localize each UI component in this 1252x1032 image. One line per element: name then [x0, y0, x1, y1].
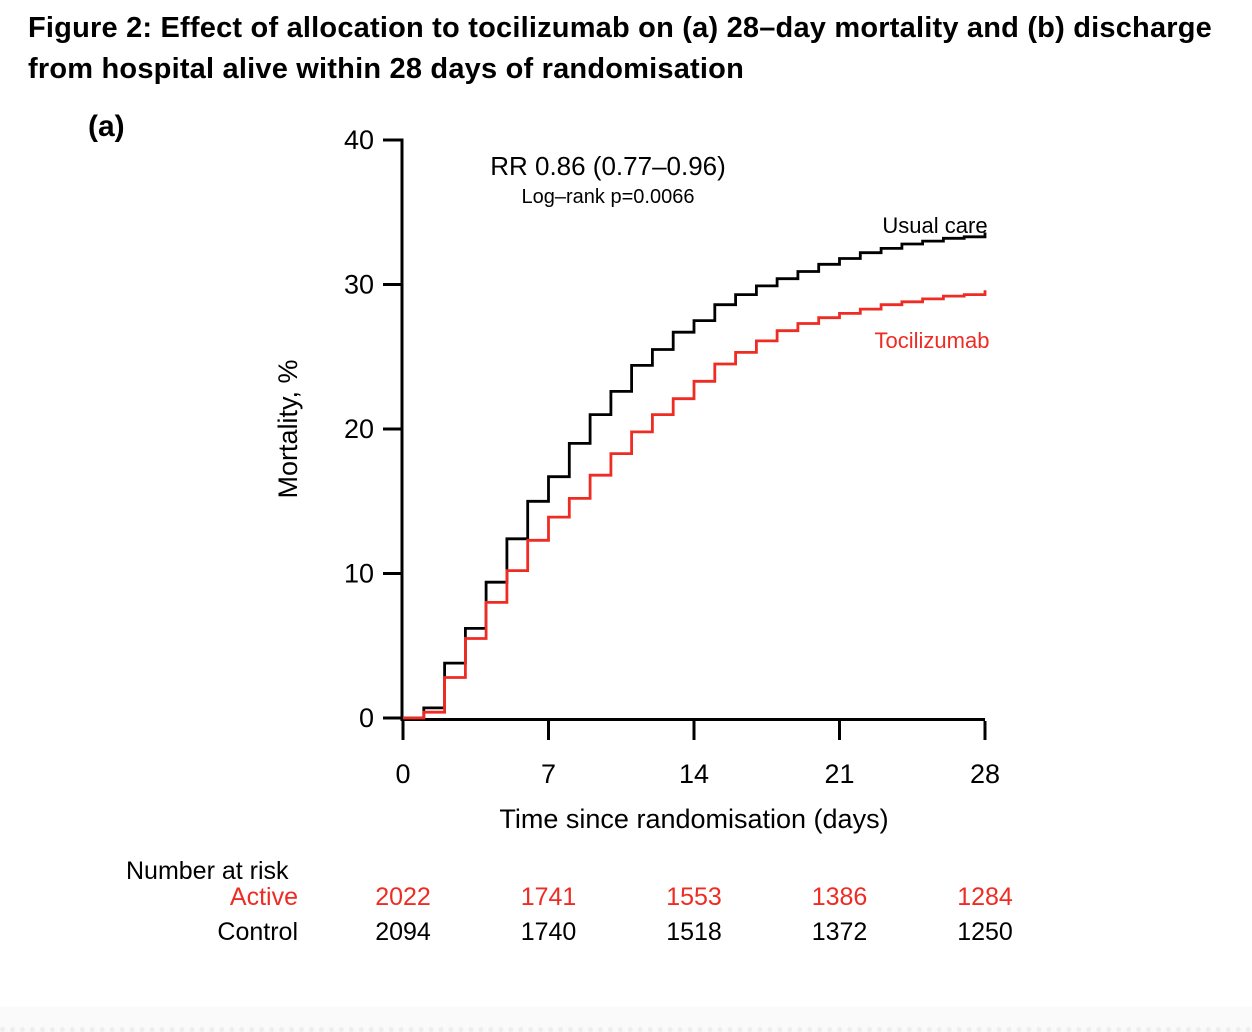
x-axis-tick-labels: 0 7 14 21 28	[395, 759, 1000, 789]
rate-ratio-annotation: RR 0.86 (0.77–0.96)	[490, 151, 726, 181]
usual-care-legend-label: Usual care	[882, 213, 987, 238]
x-tick-0: 0	[395, 759, 410, 789]
y-tick-30: 30	[344, 270, 374, 300]
usual-care-curve	[403, 232, 987, 720]
risk-active-d21: 1386	[811, 883, 868, 911]
y-tick-10: 10	[344, 559, 374, 589]
risk-control-d21: 1372	[811, 918, 868, 946]
panel-a-label: (a)	[88, 110, 125, 143]
risk-row-label-active: Active	[229, 883, 298, 911]
x-axis-title: Time since randomisation (days)	[499, 804, 888, 834]
risk-control-d7: 1740	[520, 918, 577, 946]
y-tick-20: 20	[344, 414, 374, 444]
log-rank-annotation: Log–rank p=0.0066	[522, 186, 695, 208]
y-axis-ticks	[383, 138, 402, 720]
y-tick-0: 0	[359, 703, 374, 733]
mortality-chart: 0 10 20 30 40 0 7 14 21 28 Mortality, % …	[273, 125, 1000, 834]
y-tick-40: 40	[344, 125, 374, 155]
risk-active-d7: 1741	[520, 883, 577, 911]
risk-table-heading: Number at risk	[126, 857, 289, 885]
figure-title: Figure 2: Effect of allocation to tocili…	[28, 12, 1213, 86]
risk-row-label-control: Control	[217, 918, 298, 946]
y-axis-tick-labels: 0 10 20 30 40	[344, 125, 374, 733]
y-axis-title: Mortality, %	[273, 359, 303, 498]
x-axis-ticks	[401, 721, 987, 740]
risk-control-d28: 1250	[957, 918, 1013, 946]
x-tick-14: 14	[679, 759, 709, 789]
risk-control-d0: 2094	[375, 918, 431, 946]
tocilizumab-legend-label: Tocilizumab	[875, 328, 990, 353]
risk-active-d14: 1553	[666, 883, 722, 911]
x-tick-21: 21	[824, 759, 854, 789]
x-tick-7: 7	[541, 759, 556, 789]
tocilizumab-curve	[403, 290, 987, 720]
risk-control-d14: 1518	[666, 918, 722, 946]
x-tick-28: 28	[970, 759, 1000, 789]
risk-active-d28: 1284	[957, 883, 1013, 911]
risk-active-d0: 2022	[375, 883, 431, 911]
page-bottom-edge	[0, 1007, 1252, 1032]
